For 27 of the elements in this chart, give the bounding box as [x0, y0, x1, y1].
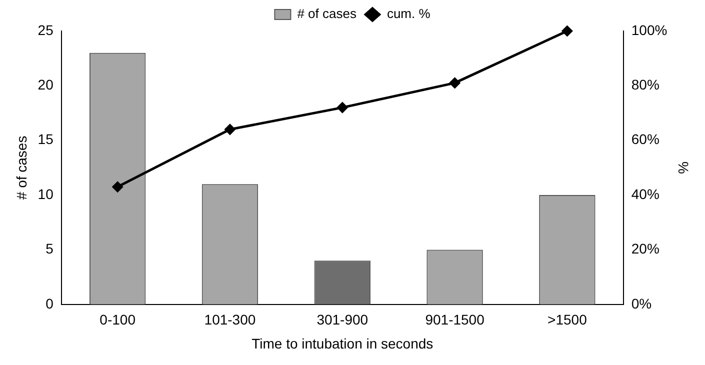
point	[337, 102, 348, 113]
y-tick-label: 15	[38, 131, 54, 148]
y-tick-label: 20	[38, 76, 54, 93]
point	[112, 182, 123, 192]
y-tick-label: 5	[46, 240, 54, 257]
y2-tick-label: 60%	[631, 131, 660, 148]
x-axis-title: Time to intubation in seconds	[252, 335, 434, 352]
y-axis-title: # of cases	[13, 136, 30, 200]
legend-label: # of cases	[297, 6, 357, 22]
x-tick-label: >1500	[548, 312, 588, 328]
x-tick-label: 301-900	[316, 312, 368, 328]
y2-tick-label: 40%	[631, 186, 660, 202]
y2-tick-label: 80%	[631, 76, 660, 93]
point	[562, 26, 572, 36]
y2-tick-label: 0%	[631, 295, 652, 312]
y2-tick-label: 100%	[631, 22, 668, 38]
y2-tick-label: 20%	[631, 240, 660, 257]
x-tick-label: 101-300	[204, 312, 256, 328]
x-tick-label: 901-1500	[425, 312, 485, 328]
y-tick-label: 0	[46, 295, 54, 312]
y-tick-label: 10	[38, 186, 54, 202]
legend-label: cum. %	[386, 6, 431, 22]
point	[224, 124, 236, 135]
x-tick-label: 0-100	[100, 312, 136, 328]
y-tick-label: 25	[38, 22, 54, 38]
y2-axis-title: %	[676, 161, 692, 174]
point	[450, 78, 460, 88]
